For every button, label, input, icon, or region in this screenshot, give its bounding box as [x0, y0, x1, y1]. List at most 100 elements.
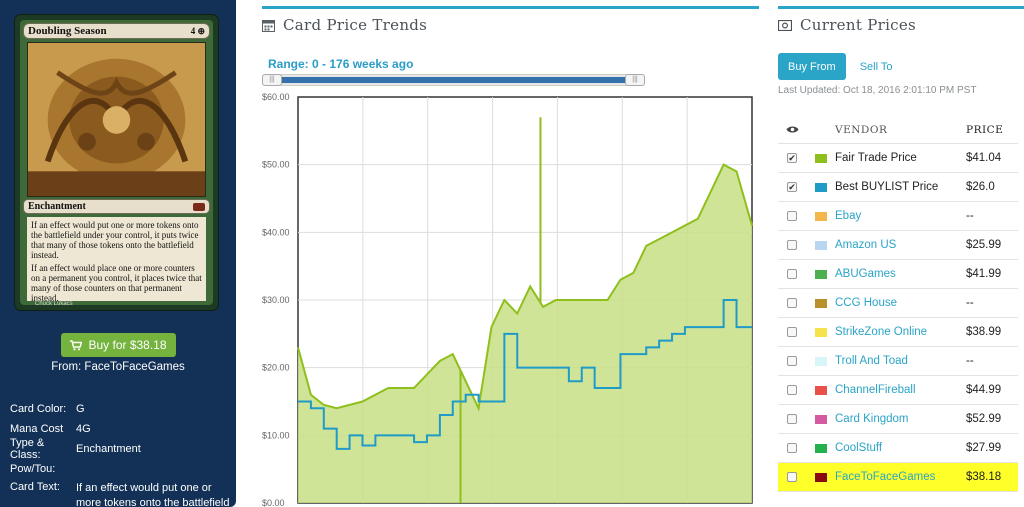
vendor-color-swatch: [814, 327, 827, 337]
attr-value: 4G: [76, 422, 91, 435]
y-tick-label: $50.00: [262, 160, 290, 170]
card-image: Doubling Season 4 ⊕ Enchantment If an ef…: [14, 14, 219, 311]
vendor-name[interactable]: ABUGames: [835, 268, 896, 280]
vendor-color-swatch: [814, 211, 827, 221]
y-tick-label: $20.00: [262, 363, 290, 373]
vendor-price: $26.0: [966, 181, 995, 193]
vendor-visibility-checkbox[interactable]: [787, 240, 797, 250]
vendor-row: Troll And Toad --: [778, 347, 1018, 376]
calendar-icon: [262, 19, 275, 32]
vendor-price: --: [966, 210, 974, 222]
vendor-row: Ebay --: [778, 202, 1018, 231]
vendor-visibility-checkbox[interactable]: [787, 443, 797, 453]
prices-title: Current Prices: [800, 16, 917, 34]
y-tick-label: $10.00: [262, 430, 290, 440]
vendor-visibility-checkbox[interactable]: [787, 298, 797, 308]
vendor-color-swatch: [814, 153, 827, 163]
vendor-price: --: [966, 297, 974, 309]
vendor-name: Best BUYLIST Price: [835, 181, 939, 193]
vendor-color-swatch: [814, 385, 827, 395]
eye-icon: [786, 126, 798, 133]
attr-row-mana-cost: Mana Cost 4G: [10, 419, 231, 439]
vendor-visibility-checkbox[interactable]: [787, 211, 797, 221]
vendor-column-header: VENDOR: [835, 123, 888, 136]
mana-cost-symbols: 4 ⊕: [190, 25, 205, 36]
range-slider-end-handle[interactable]: |||: [625, 74, 645, 86]
card-type-bar: Enchantment: [23, 199, 210, 214]
vendor-name[interactable]: Troll And Toad: [835, 355, 908, 367]
attr-row-color: Card Color: G: [10, 399, 231, 419]
current-prices-panel: Current Prices Buy From Sell To Last Upd…: [778, 0, 1024, 507]
vendor-rows: ✔ Fair Trade Price $41.04 ✔ Best BUYLIST Pri…: [778, 144, 1018, 492]
vendor-name[interactable]: Card Kingdom: [835, 413, 909, 425]
y-tick-label: $60.00: [262, 93, 290, 102]
tab-sell-to[interactable]: Sell To: [859, 60, 893, 73]
vendor-row: ✔ Fair Trade Price $41.04: [778, 144, 1018, 173]
last-updated: Last Updated: Oct 18, 2016 2:01:10 PM PS…: [778, 85, 977, 96]
card-name-bar: Doubling Season 4 ⊕: [23, 23, 210, 39]
range-slider-start-handle[interactable]: |||: [262, 74, 282, 86]
card-type-line: Enchantment: [28, 201, 86, 212]
attr-value: Enchantment: [76, 442, 141, 455]
vendor-color-swatch: [814, 182, 827, 192]
trends-header: Card Price Trends: [262, 16, 427, 34]
vendor-price: $38.18: [966, 471, 1002, 483]
vendor-price: $52.99: [966, 413, 1002, 425]
card-artist: Chuck Lukacs: [35, 301, 73, 307]
vendor-visibility-checkbox[interactable]: [787, 414, 797, 424]
attr-value: If an effect would put one or more token…: [76, 482, 230, 507]
buy-button[interactable]: Buy for $38.18: [61, 333, 176, 357]
vendor-price: --: [966, 355, 974, 367]
vendor-name[interactable]: CCG House: [835, 297, 897, 309]
series-area-fair-trade: [298, 164, 752, 503]
vendor-name[interactable]: FaceToFaceGames: [835, 471, 936, 483]
vendor-row: ABUGames $41.99: [778, 260, 1018, 289]
vendor-name[interactable]: ChannelFireball: [835, 384, 916, 396]
vendor-row: Amazon US $25.99: [778, 231, 1018, 260]
attr-key: Type & Class:: [10, 437, 45, 461]
vendor-name[interactable]: Ebay: [835, 210, 862, 222]
attr-row-pow-tou: Pow/Tou:: [10, 459, 231, 479]
series-line-fair-trade: [297, 163, 753, 412]
vendor-color-swatch: [814, 269, 827, 279]
vendor-visibility-checkbox[interactable]: [787, 269, 797, 279]
vendor-visibility-checkbox[interactable]: [787, 327, 797, 337]
attr-key: Card Text:: [10, 481, 60, 493]
vendor-color-swatch: [814, 356, 827, 366]
vendor-name[interactable]: StrikeZone Online: [835, 326, 928, 338]
card-attributes: Card Color: G Mana Cost 4G Type & Class:…: [10, 399, 231, 507]
vendor-color-swatch: [814, 414, 827, 424]
y-tick-label: $30.00: [262, 295, 290, 305]
attr-value: G: [76, 402, 85, 415]
set-symbol-icon: [193, 202, 205, 211]
attr-key: Mana Cost: [10, 423, 64, 435]
vendor-row: FaceToFaceGames $38.18: [778, 463, 1018, 492]
attr-key: Pow/Tou:: [10, 463, 56, 475]
vendor-color-swatch: [814, 240, 827, 250]
vendor-row: ✔ Best BUYLIST Price $26.0: [778, 173, 1018, 202]
attr-row-card-text: Card Text: If an effect would put one or…: [10, 479, 231, 507]
card-rules-textbox: If an effect would put one or more token…: [27, 217, 206, 303]
vendor-table-header: VENDOR PRICE: [778, 116, 1018, 144]
vendor-price: $41.99: [966, 268, 1002, 280]
buy-button-label: Buy for $38.18: [88, 338, 167, 352]
panel-top-rule: [778, 6, 1024, 9]
vendor-visibility-checkbox[interactable]: [787, 385, 797, 395]
vendor-visibility-checkbox[interactable]: [787, 472, 797, 482]
price-chart-svg: $0.00 $10.00 $20.00 $30.00 $40.00 $50.00 $60.0…: [262, 92, 753, 507]
vendor-row: Card Kingdom $52.99: [778, 405, 1018, 434]
vendor-name[interactable]: Amazon US: [835, 239, 897, 251]
vendor-price: $38.99: [966, 326, 1002, 338]
vendor-visibility-checkbox[interactable]: ✔: [787, 153, 797, 163]
vendor-name[interactable]: CoolStuff: [835, 442, 883, 454]
range-slider[interactable]: ||| |||: [262, 74, 645, 86]
price-trends-panel: Card Price Trends Range: 0 - 176 weeks a…: [262, 0, 759, 507]
range-slider-fill: [273, 77, 634, 83]
card-info-panel: Doubling Season 4 ⊕ Enchantment If an ef…: [0, 0, 236, 507]
vendor-visibility-checkbox[interactable]: [787, 356, 797, 366]
vendor-visibility-checkbox[interactable]: ✔: [787, 182, 797, 192]
prices-header: Current Prices: [778, 16, 916, 34]
tab-buy-from[interactable]: Buy From: [778, 53, 846, 80]
vendor-price: $44.99: [966, 384, 1002, 396]
vendor-row: CCG House --: [778, 289, 1018, 318]
